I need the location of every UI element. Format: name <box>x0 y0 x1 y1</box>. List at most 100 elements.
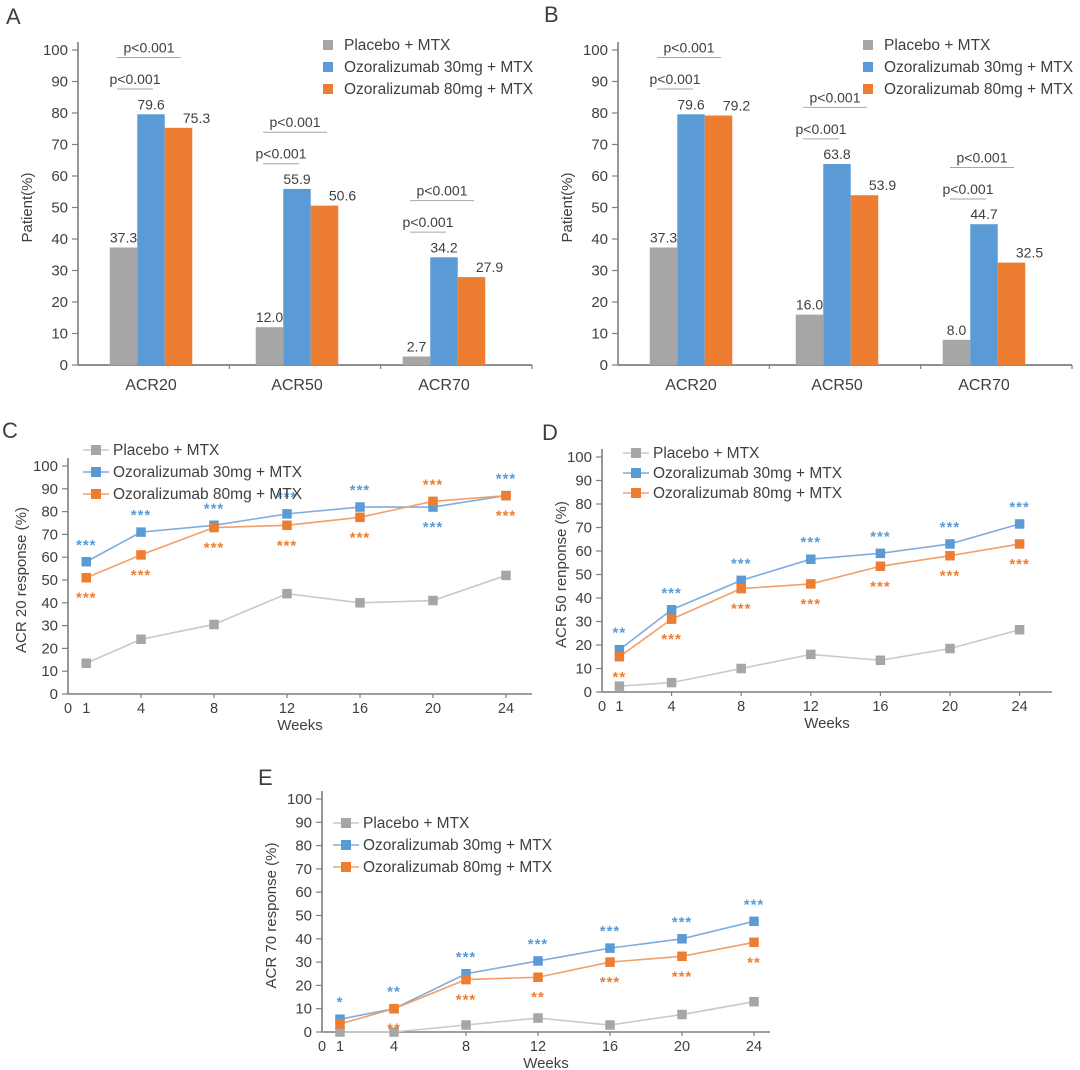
x-tick-label: 1 <box>336 1039 344 1055</box>
legend-swatch <box>631 488 641 498</box>
significance-stars: ** <box>387 984 401 1001</box>
data-marker <box>209 619 219 630</box>
y-tick-label: 90 <box>591 74 608 91</box>
y-tick-label: 80 <box>591 105 608 122</box>
category-label: ACR50 <box>271 377 323 394</box>
x-tick-label: 0 <box>318 1039 326 1055</box>
bar-ozo80-ACR50 <box>310 205 339 365</box>
significance-stars: *** <box>600 923 621 940</box>
y-tick-label: 60 <box>575 543 592 560</box>
x-tick-label: 12 <box>803 699 819 715</box>
x-tick-label: 16 <box>872 699 888 715</box>
legend: Placebo + MTX Ozoralizumab 30mg + MTX Ozor… <box>323 37 534 98</box>
y-tick-label: 50 <box>295 908 312 925</box>
legend: Placebo + MTX Ozoralizumab 30mg + MTX Ozor… <box>333 815 553 876</box>
data-marker <box>736 583 746 594</box>
y-axis-title: ACR 20 response (%) <box>13 507 30 653</box>
legend-swatch <box>341 840 351 850</box>
y-tick-label: 40 <box>591 231 608 248</box>
x-tick-label: 24 <box>746 1039 762 1055</box>
bar-value-label: 16.0 <box>796 297 823 313</box>
significance-stars: *** <box>131 507 152 524</box>
y-tick-label: 30 <box>575 614 592 631</box>
data-marker <box>282 588 292 599</box>
y-tick-label: 30 <box>51 263 68 280</box>
bar-value-label: 27.9 <box>476 259 503 275</box>
significance-stars: *** <box>204 500 225 517</box>
panel-b-letter: B <box>544 2 559 27</box>
data-marker <box>736 575 746 586</box>
y-tick-label: 40 <box>51 231 68 248</box>
legend-label: Ozoralizumab 80mg + MTX <box>363 859 553 876</box>
data-marker <box>335 1019 345 1029</box>
y-tick-label: 60 <box>51 168 68 185</box>
x-axis <box>618 364 1073 369</box>
x-tick-label: 20 <box>674 1039 690 1055</box>
y-tick-label: 70 <box>575 520 592 537</box>
data-marker <box>875 655 886 666</box>
x-tick-label: 16 <box>602 1039 618 1055</box>
y-tick-label: 10 <box>295 1001 312 1018</box>
x-tick-label: 0 <box>64 701 72 717</box>
y-tick-label: 80 <box>41 504 58 521</box>
x-axis-title: Weeks <box>523 1055 569 1070</box>
significance-brackets: p<0.001 p<0.001 p<0.001 p<0.001 p<0.001 p<0.0… <box>110 40 474 233</box>
x-tick-label: 16 <box>352 701 368 717</box>
y-axis-title: ACR 70 response (%) <box>263 843 280 989</box>
y-axis-title: Patient(%) <box>19 172 36 242</box>
category-label: ACR50 <box>811 377 863 394</box>
x-axis: 0 1 4 8 12 16 20 24 Weeks <box>64 693 532 734</box>
y-tick-label: 40 <box>575 590 592 607</box>
legend-label: Placebo + MTX <box>884 37 991 54</box>
data-marker <box>1014 539 1025 549</box>
bar-placebo-ACR50 <box>795 314 824 365</box>
significance-stars: ** <box>387 1021 401 1038</box>
bar-ozo80-ACR20 <box>164 127 193 366</box>
bar-value-label: 32.5 <box>1016 245 1043 261</box>
category-label: ACR70 <box>418 377 470 394</box>
series-placebo <box>614 624 1025 691</box>
data-marker <box>666 605 677 615</box>
y-tick-label: 100 <box>287 791 312 808</box>
series-placebo <box>335 996 759 1037</box>
significance-brackets: p<0.001 p<0.001 p<0.001 p<0.001 p<0.001 p<0.0… <box>650 40 1014 200</box>
data-marker <box>355 598 365 608</box>
data-marker <box>136 634 146 645</box>
significance-stars: *** <box>940 568 961 585</box>
series-ozo30: *** *** *** *** *** *** *** <box>76 471 515 567</box>
y-tick-label: 30 <box>591 263 608 280</box>
legend-label: Ozoralizumab 30mg + MTX <box>884 59 1074 76</box>
data-marker <box>677 951 687 962</box>
data-marker <box>533 956 543 966</box>
legend-swatch <box>341 818 351 828</box>
data-marker <box>81 557 91 567</box>
y-tick-label: 0 <box>600 357 608 374</box>
data-marker <box>1014 624 1025 635</box>
significance-stars: *** <box>744 896 765 913</box>
data-marker <box>335 1027 345 1037</box>
data-marker <box>806 554 816 564</box>
panel-b-chart: 0 10 20 30 40 50 60 70 80 90 100 Patient(%) 37.3 16.0… <box>559 37 1074 394</box>
bar-ozo80-ACR70 <box>457 277 486 365</box>
legend-label: Ozoralizumab 80mg + MTX <box>884 81 1074 98</box>
data-marker <box>749 937 759 948</box>
data-marker <box>461 1020 471 1030</box>
series-ozo30: ****************** <box>335 896 765 1024</box>
data-marker <box>945 550 955 561</box>
data-marker <box>355 512 365 523</box>
y-tick-label: 50 <box>591 200 608 217</box>
data-marker <box>428 595 438 606</box>
data-marker <box>677 934 687 944</box>
panel-c-letter: C <box>2 418 18 443</box>
y-tick-label: 20 <box>51 294 68 311</box>
significance-stars: *** <box>423 519 444 536</box>
significance-stars: *** <box>350 482 371 499</box>
x-tick-label: 8 <box>462 1039 470 1055</box>
y-tick-label: 70 <box>41 526 58 543</box>
x-tick-label: 4 <box>668 699 676 715</box>
bar-value-label: 55.9 <box>283 171 310 187</box>
significance-stars: *** <box>76 590 97 607</box>
data-marker <box>806 579 816 589</box>
y-tick-label: 70 <box>295 861 312 878</box>
y-tick-label: 70 <box>51 137 68 154</box>
